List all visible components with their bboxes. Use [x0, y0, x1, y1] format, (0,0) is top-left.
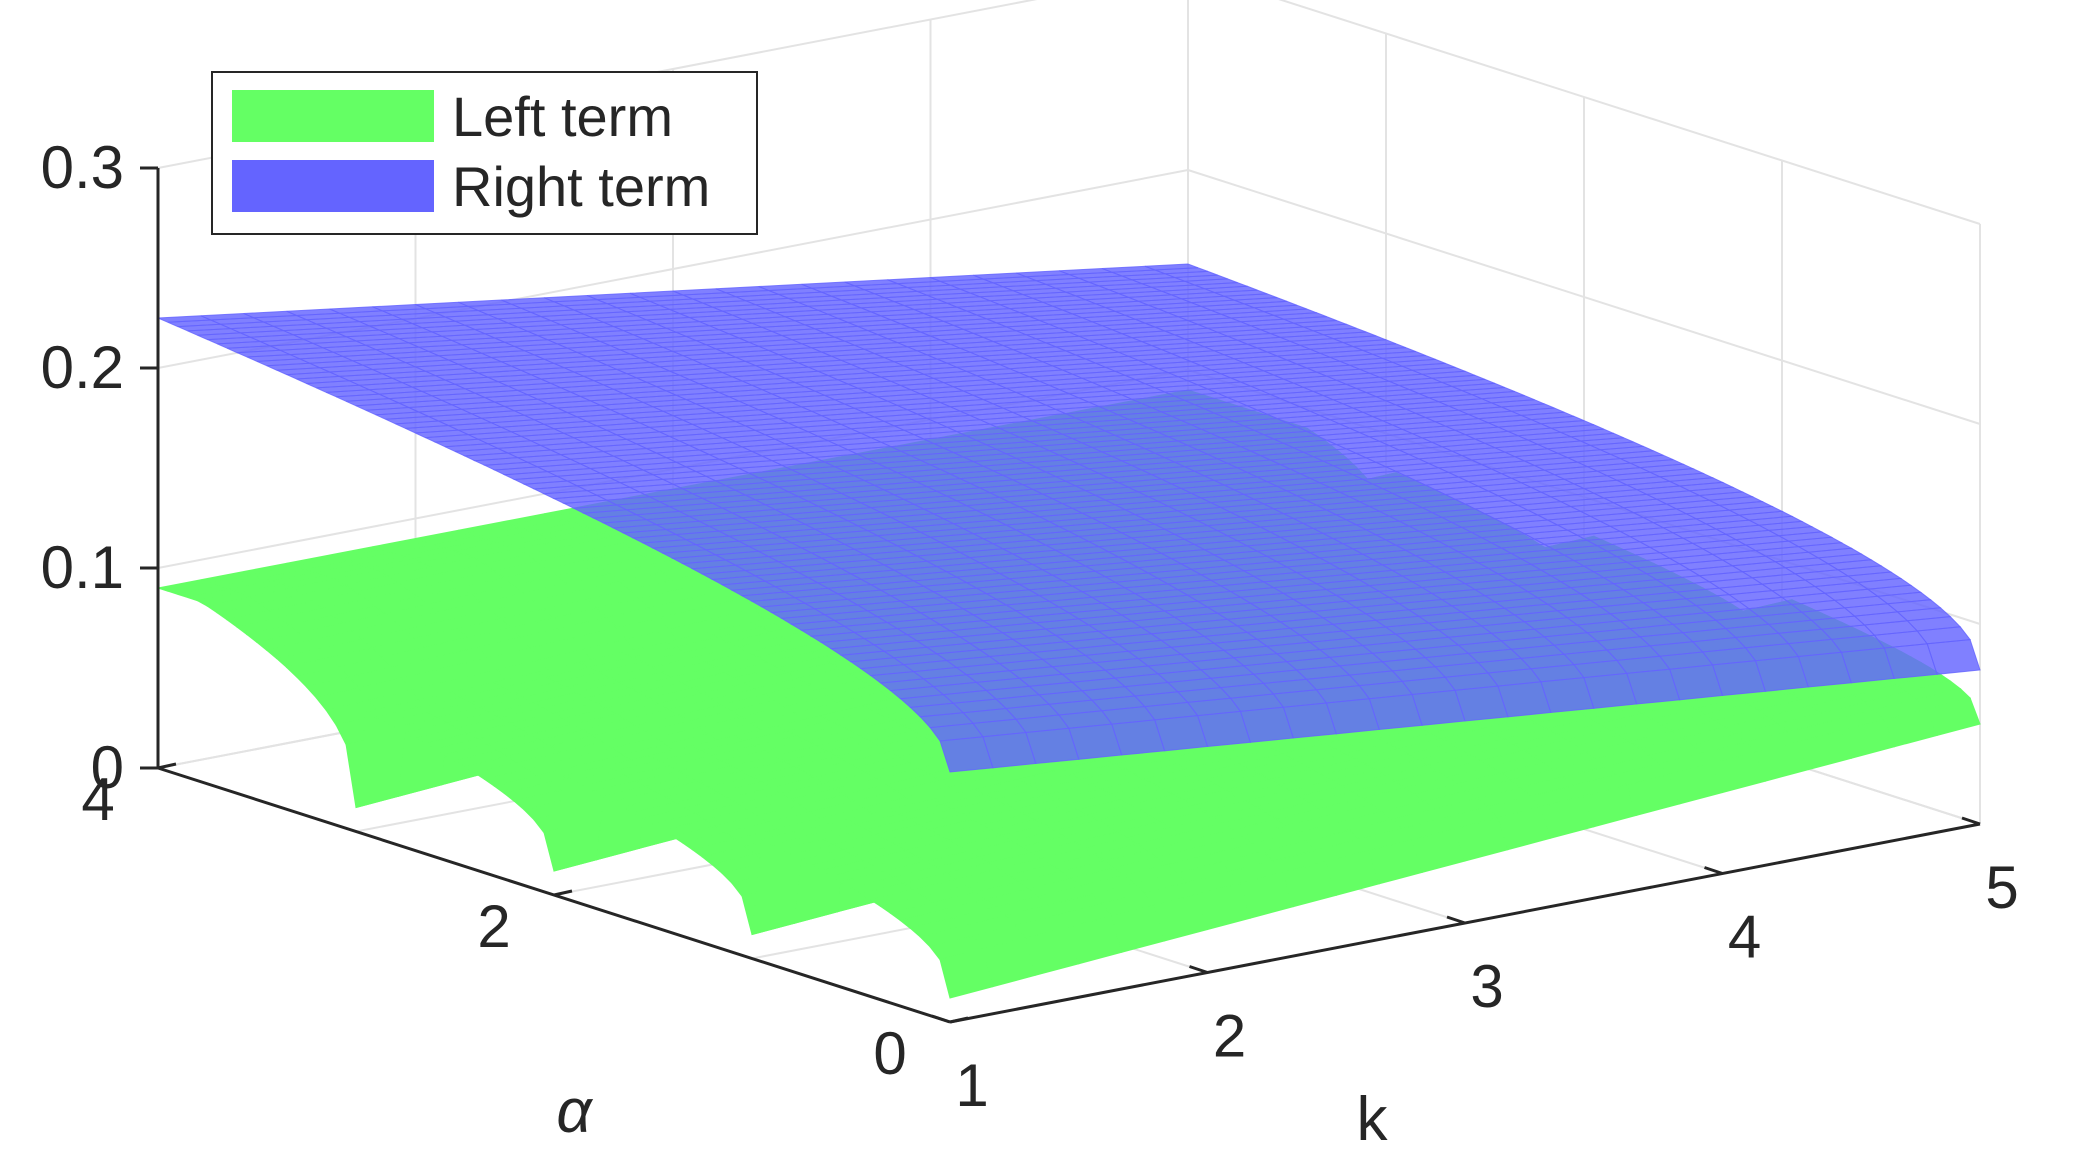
y-tick-label: 4 — [81, 766, 114, 833]
legend-swatch-right-term — [232, 160, 434, 212]
x-tick-mark — [1704, 866, 1723, 875]
x-tick-mark — [1189, 965, 1208, 974]
x-tick-label: 2 — [1213, 1003, 1246, 1070]
y-tick-mark — [553, 889, 573, 897]
legend-swatch-left-term — [232, 90, 434, 142]
grid-line-z-side — [1187, 169, 1981, 425]
y-tick-label: 0 — [873, 1020, 906, 1087]
z-tick-label: 0.3 — [41, 134, 124, 201]
x-axis-label: k — [1357, 1085, 1389, 1154]
x-tick-mark — [1961, 816, 1981, 826]
right-term-surface — [157, 263, 1981, 773]
legend-label-right-term: Right term — [452, 155, 710, 218]
z-tick-label: 0.1 — [41, 534, 124, 601]
left-term-surface-patch — [1926, 697, 1981, 736]
x-tick-mark — [931, 1014, 951, 1024]
x-tick-label: 3 — [1470, 953, 1503, 1020]
y-tick-label: 2 — [477, 893, 510, 960]
y-tick-mark — [157, 762, 177, 770]
y-tick-mark — [949, 1016, 969, 1024]
z-tick-label: 0.2 — [41, 334, 124, 401]
axes — [140, 166, 1981, 1024]
x-tick-label: 4 — [1728, 904, 1761, 971]
grid-line-z-side — [1278, 0, 1981, 225]
legend: Left term Right term — [211, 71, 758, 235]
x-tick-label: 1 — [955, 1052, 988, 1119]
x-tick-label: 5 — [1985, 854, 2018, 921]
x-tick-mark — [1446, 915, 1466, 925]
surfaces — [157, 263, 1981, 999]
z-tick-label: 0 — [91, 734, 124, 801]
legend-label-left-term: Left term — [452, 85, 673, 148]
y-axis-label: α — [556, 1077, 593, 1146]
right-term-surface-patch — [1926, 639, 1981, 675]
